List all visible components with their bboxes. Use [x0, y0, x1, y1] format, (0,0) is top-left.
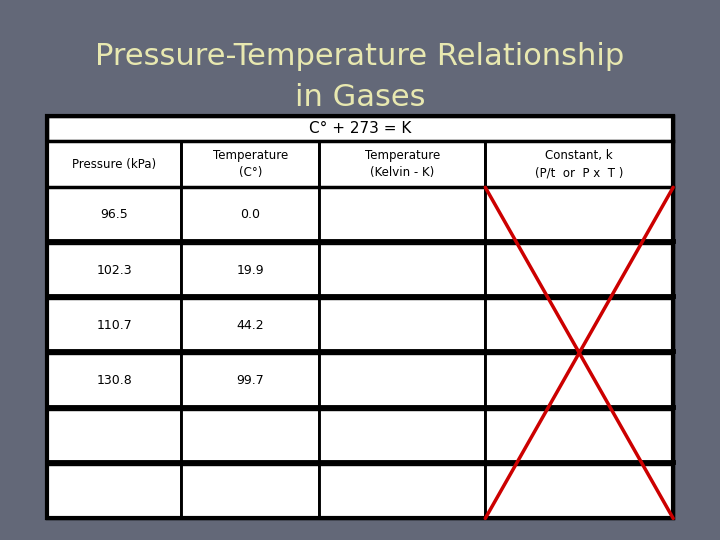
Text: 0.0: 0.0: [240, 208, 261, 221]
Bar: [47, 187, 181, 242]
Bar: [47, 242, 181, 298]
Bar: [181, 242, 319, 298]
Bar: [181, 408, 319, 463]
Text: 19.9: 19.9: [237, 264, 264, 276]
Bar: [319, 353, 485, 408]
Text: 99.7: 99.7: [236, 374, 264, 387]
Bar: [47, 463, 181, 518]
Bar: [485, 408, 673, 463]
Bar: [319, 242, 485, 298]
Bar: [181, 353, 319, 408]
Text: 130.8: 130.8: [96, 374, 132, 387]
Bar: [181, 141, 319, 187]
Bar: [319, 187, 485, 242]
Bar: [47, 141, 673, 187]
Bar: [181, 187, 319, 242]
Bar: [485, 187, 673, 242]
Text: Constant, k
(P/t  or  P x  T ): Constant, k (P/t or P x T ): [535, 149, 624, 179]
Bar: [485, 463, 673, 518]
Bar: [319, 463, 485, 518]
Text: in Gases: in Gases: [294, 83, 426, 112]
Text: Pressure (kPa): Pressure (kPa): [72, 158, 156, 171]
Bar: [485, 353, 673, 408]
Bar: [181, 463, 319, 518]
Bar: [485, 298, 673, 353]
Bar: [319, 141, 485, 187]
Bar: [319, 408, 485, 463]
Bar: [47, 141, 181, 187]
Bar: [47, 353, 181, 408]
Bar: [485, 242, 673, 298]
Bar: [47, 116, 673, 518]
Bar: [319, 298, 485, 353]
Bar: [181, 298, 319, 353]
Text: 96.5: 96.5: [100, 208, 128, 221]
Text: 102.3: 102.3: [96, 264, 132, 276]
Bar: [47, 408, 181, 463]
Bar: [47, 116, 673, 518]
Text: 44.2: 44.2: [237, 319, 264, 332]
Text: 110.7: 110.7: [96, 319, 132, 332]
Text: C° + 273 = K: C° + 273 = K: [309, 121, 411, 136]
Text: Temperature
(C°): Temperature (C°): [212, 149, 288, 179]
Bar: [47, 298, 181, 353]
Text: Pressure-Temperature Relationship: Pressure-Temperature Relationship: [95, 42, 625, 71]
Text: Temperature
(Kelvin - K): Temperature (Kelvin - K): [364, 149, 440, 179]
Bar: [485, 141, 673, 187]
